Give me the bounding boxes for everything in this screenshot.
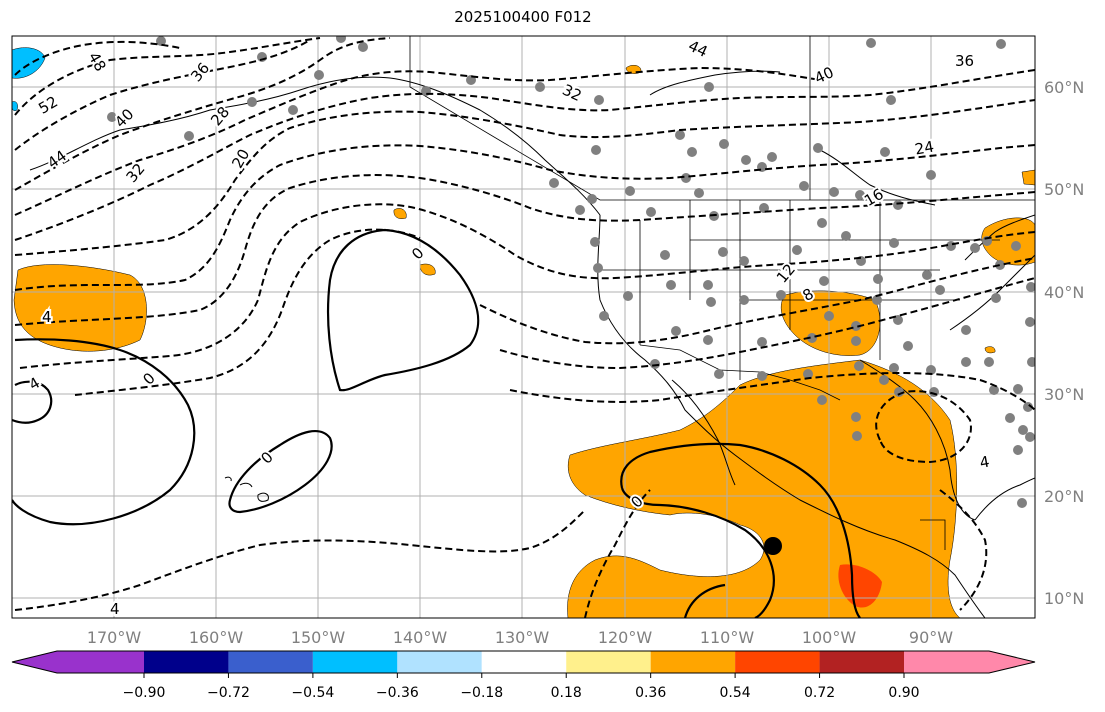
colorbar-tick-label: −0.72 (207, 685, 250, 701)
colorbar-segment (481, 651, 567, 673)
lat-label-60n: 60°N (1044, 78, 1084, 97)
lat-label-10n: 10°N (1044, 589, 1084, 608)
clabel-4a: 4 (42, 308, 52, 326)
center-marker (764, 537, 782, 555)
colorbar-segment (312, 651, 398, 673)
station-markers (107, 36, 1035, 508)
clabel-4c: 4 (110, 600, 120, 618)
colorbar-segment (397, 651, 482, 673)
colorbar-tick-label: −0.18 (460, 685, 503, 701)
lat-label-20n: 20°N (1044, 487, 1084, 506)
colorbar-segment (819, 651, 904, 673)
fill-orange-small-1 (393, 208, 407, 219)
lon-label-170w: 170°W (87, 628, 142, 647)
lon-label-140w: 140°W (393, 628, 448, 647)
lat-label-50n: 50°N (1044, 180, 1084, 199)
lon-label-160w: 160°W (189, 628, 244, 647)
fill-orange-small-4 (984, 346, 996, 354)
colorbar-segment (12, 651, 144, 673)
map-frame (11, 35, 1036, 619)
colorbar-outline (11, 650, 1036, 674)
lat-label-30n: 30°N (1044, 385, 1084, 404)
colorbar-tick-label: 0.18 (551, 685, 582, 701)
colorbar: −0.90 −0.72 −0.54 −0.36 −0.18 0.18 0.36 0.54 0.7… (11, 650, 1036, 701)
lon-label-110w: 110°W (700, 628, 755, 647)
shaded-fields (12, 47, 1035, 618)
colorbar-tick-label: 0.54 (720, 685, 751, 701)
fill-red-centralamerica (838, 564, 882, 608)
colorbar-segment (735, 651, 820, 673)
colorbar-tick-label: 0.36 (635, 685, 666, 701)
fill-orange-nova (1021, 169, 1035, 186)
fill-blue-nw-small (12, 101, 18, 112)
lon-label-100w: 100°W (802, 628, 857, 647)
lon-label-90w: 90°W (909, 628, 953, 647)
clabel-24: 24 (913, 138, 935, 159)
contours-zero (12, 228, 861, 618)
contours-dashed (14, 37, 1035, 618)
lon-label-130w: 130°W (495, 628, 550, 647)
colorbar-tick-label: −0.36 (376, 685, 419, 701)
colorbar-tick-label: 0.90 (888, 685, 919, 701)
lat-label-40n: 40°N (1044, 283, 1084, 302)
lon-label-150w: 150°W (291, 628, 346, 647)
colorbar-segment (144, 651, 229, 673)
colorbar-segment (228, 651, 313, 673)
colorbar-segment (566, 651, 651, 673)
colorbar-tick-label: −0.54 (291, 685, 334, 701)
lon-label-120w: 120°W (598, 628, 653, 647)
colorbar-segment (650, 651, 736, 673)
lon-tick-labels: 170°W 160°W 150°W 140°W 130°W 120°W 110°… (87, 628, 953, 647)
map-title: 2025100400 F012 (454, 8, 592, 26)
colorbar-tick-label: −0.90 (123, 685, 166, 701)
lat-tick-labels: 60°N 50°N 40°N 30°N 20°N 10°N (1044, 78, 1084, 608)
colorbar-segment (904, 651, 1035, 673)
colorbar-tick-label: 0.72 (804, 685, 835, 701)
clabel-36b: 36 (955, 52, 974, 70)
fill-orange-small-2 (419, 263, 436, 276)
